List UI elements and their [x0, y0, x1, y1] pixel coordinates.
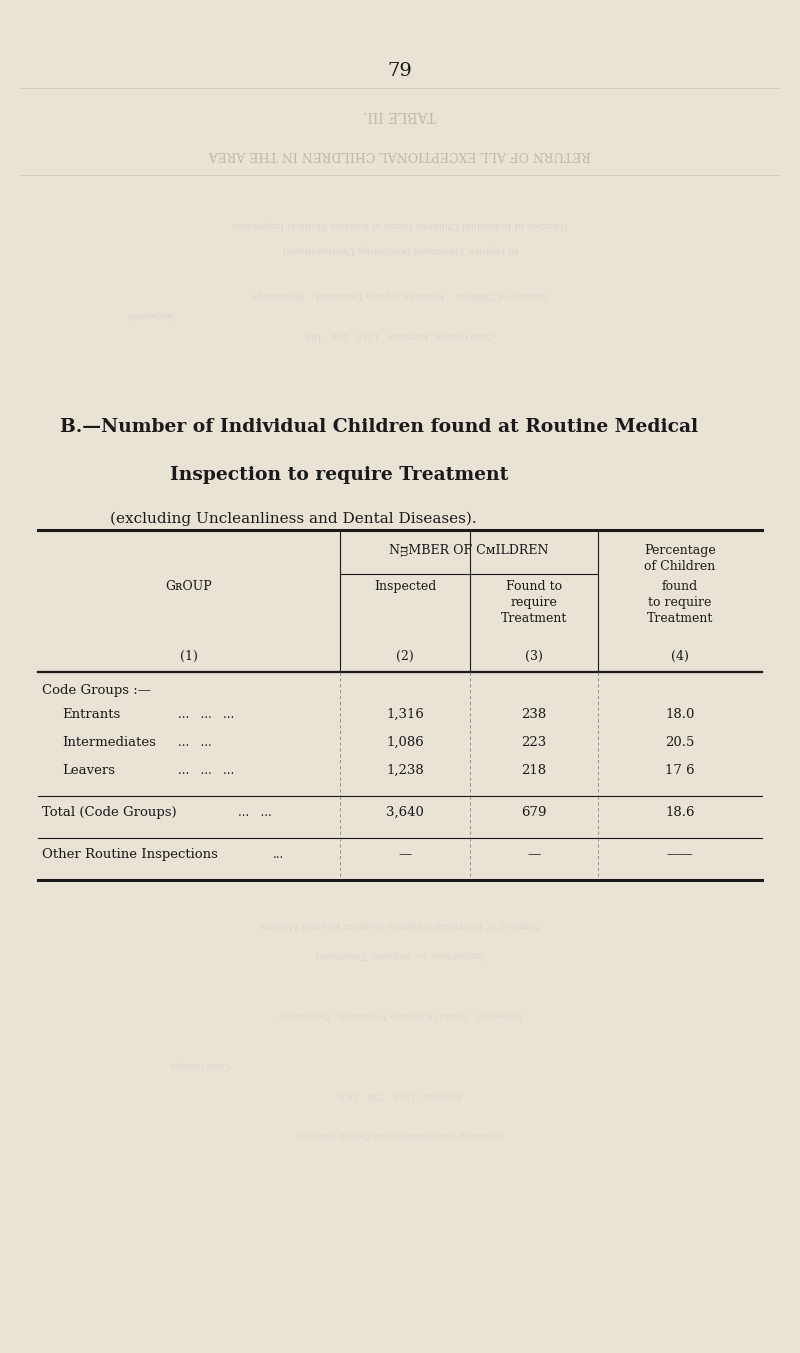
Text: 18.6: 18.6 — [666, 806, 694, 819]
Text: ...   ...   ...: ... ... ... — [178, 708, 234, 721]
Text: 238: 238 — [522, 708, 546, 721]
Text: 1,238: 1,238 — [386, 764, 424, 777]
Text: Inspected: Inspected — [127, 310, 173, 319]
Text: Code Groups: Code Groups — [170, 1059, 230, 1069]
Text: (3): (3) — [525, 649, 543, 663]
Text: Number of Children    Found to require Treatment    Percentage: Number of Children Found to require Trea… — [252, 290, 548, 299]
Text: excluding Uncleanliness and Dental Diseases: excluding Uncleanliness and Dental Disea… — [296, 1130, 504, 1139]
Text: 3,640: 3,640 — [386, 806, 424, 819]
Text: Inspection to require Treatment: Inspection to require Treatment — [170, 465, 508, 484]
Text: NᴟMBER OF CᴍILDREN: NᴟMBER OF CᴍILDREN — [390, 544, 549, 557]
Text: Inspected   Found to require Treatment   Percentage: Inspected Found to require Treatment Per… — [278, 1009, 522, 1019]
Text: Found to
require
Treatment: Found to require Treatment — [501, 580, 567, 625]
Text: 1,086: 1,086 — [386, 736, 424, 750]
Text: to require Treatment (excluding Uncleanliness): to require Treatment (excluding Uncleanl… — [282, 245, 518, 254]
Text: ——: —— — [666, 848, 694, 861]
Text: Number of Individual Children found at Routine Medical Inspection: Number of Individual Children found at R… — [232, 221, 568, 229]
Text: 1,316: 1,316 — [386, 708, 424, 721]
Text: Percentage
of Children: Percentage of Children — [644, 544, 716, 574]
Text: 218: 218 — [522, 764, 546, 777]
Text: Other Routine Inspections: Other Routine Inspections — [42, 848, 218, 861]
Text: (2): (2) — [396, 649, 414, 663]
Text: B.—Number of Individual Children found at Routine Medical: B.—Number of Individual Children found a… — [60, 418, 698, 436]
Text: (1): (1) — [180, 649, 198, 663]
Text: 223: 223 — [522, 736, 546, 750]
Text: ...: ... — [273, 848, 284, 861]
Text: 679: 679 — [522, 806, 546, 819]
Text: 17 6: 17 6 — [665, 764, 695, 777]
Text: RETURN OF ALL EXCEPTIONAL CHILDREN IN THE AREA: RETURN OF ALL EXCEPTIONAL CHILDREN IN TH… — [209, 147, 591, 161]
Text: (4): (4) — [671, 649, 689, 663]
Text: Leavers: Leavers — [62, 764, 115, 777]
Text: 79: 79 — [387, 62, 413, 80]
Text: Intermediates: Intermediates — [62, 736, 156, 750]
Text: 20.5: 20.5 — [666, 736, 694, 750]
Text: Inspected: Inspected — [374, 580, 436, 593]
Text: —: — — [398, 848, 412, 861]
Text: ...   ...   ...: ... ... ... — [178, 764, 234, 777]
Text: Number of Individual Children found at Routine Medical: Number of Individual Children found at R… — [260, 920, 540, 930]
Text: found
to require
Treatment: found to require Treatment — [647, 580, 713, 625]
Text: TABLE III.: TABLE III. — [364, 108, 436, 122]
Text: ...   ...: ... ... — [178, 736, 212, 750]
Text: (excluding Uncleanliness and Dental Diseases).: (excluding Uncleanliness and Dental Dise… — [110, 511, 477, 526]
Text: 18.0: 18.0 — [666, 708, 694, 721]
Text: Entrants  1316   238   18.0: Entrants 1316 238 18.0 — [338, 1091, 462, 1099]
Text: —: — — [527, 848, 541, 861]
Text: Code Groups  Entrants   1316   238   180: Code Groups Entrants 1316 238 180 — [306, 330, 494, 340]
Text: Inspection  to  require  Treatment: Inspection to require Treatment — [315, 950, 485, 959]
Text: Entrants: Entrants — [62, 708, 120, 721]
Text: Code Groups :—: Code Groups :— — [42, 685, 151, 697]
Text: ...   ...: ... ... — [238, 806, 272, 819]
Text: GʀOUP: GʀOUP — [166, 580, 212, 593]
Text: Total (Code Groups): Total (Code Groups) — [42, 806, 177, 819]
